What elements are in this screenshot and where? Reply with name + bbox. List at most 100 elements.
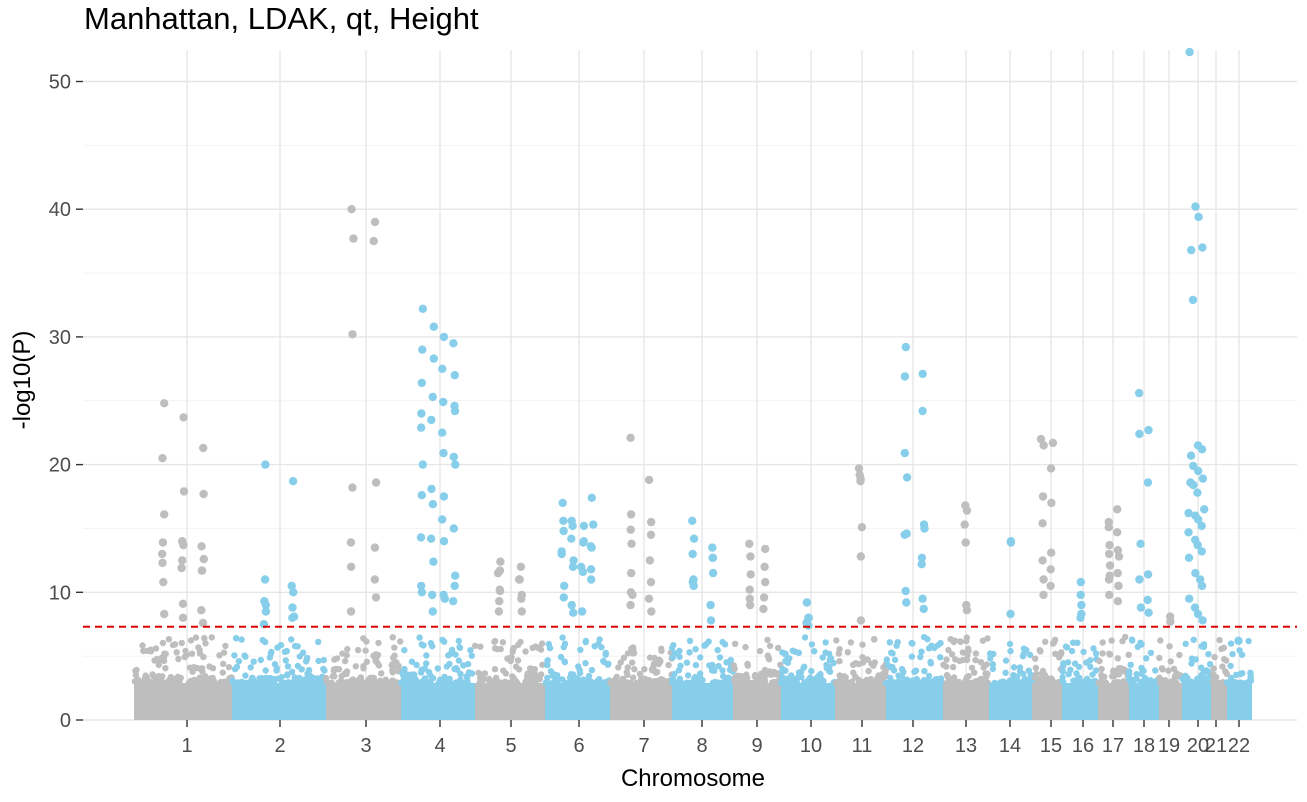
snp-point — [890, 667, 898, 674]
snp-point — [1191, 568, 1200, 578]
snp-point — [646, 530, 656, 539]
snp-point — [133, 666, 140, 674]
snp-point — [945, 646, 952, 654]
snp-point — [495, 586, 505, 596]
snp-point — [867, 679, 874, 687]
snp-point — [1039, 575, 1048, 584]
snp-point — [428, 500, 438, 509]
snp-point — [199, 668, 206, 675]
x-tick-label: 15 — [1040, 735, 1062, 757]
snp-point — [306, 671, 313, 679]
snp-point — [1070, 677, 1077, 684]
snp-point — [900, 372, 910, 381]
snp-point — [1182, 672, 1189, 679]
snp-point — [1032, 655, 1039, 662]
snp-point — [641, 666, 648, 673]
snp-point — [808, 641, 816, 648]
snp-point — [1039, 590, 1048, 600]
snp-point — [1184, 508, 1193, 518]
chromosome-11-points — [832, 464, 890, 720]
snp-point — [888, 649, 895, 656]
snp-point — [508, 654, 515, 661]
snp-point — [1113, 546, 1123, 555]
snp-point — [719, 638, 726, 646]
snp-point — [964, 652, 971, 659]
snp-point — [382, 676, 389, 683]
snp-point — [346, 562, 356, 571]
snp-point — [1187, 245, 1196, 255]
snp-point — [438, 515, 447, 524]
snp-point — [1222, 668, 1229, 675]
snp-point — [559, 526, 568, 536]
snp-point — [477, 643, 484, 650]
snp-point — [517, 638, 524, 646]
snp-point — [784, 657, 791, 664]
snp-point — [1193, 609, 1203, 619]
chromosome-4-points — [397, 304, 476, 720]
snp-point — [491, 666, 499, 673]
snp-point — [517, 607, 526, 616]
snp-point — [557, 653, 565, 661]
snp-point — [178, 556, 187, 565]
snp-point — [1089, 678, 1096, 686]
snp-point — [1062, 643, 1070, 650]
snp-point — [647, 607, 656, 616]
snp-point — [418, 345, 427, 354]
snp-point — [538, 640, 546, 647]
snp-point — [567, 516, 576, 525]
snp-point — [179, 413, 188, 422]
snp-point — [1184, 528, 1193, 537]
snp-point — [567, 600, 576, 610]
snp-cloud — [1211, 682, 1227, 720]
snp-point — [1040, 676, 1047, 684]
y-tick-label: 30 — [49, 327, 71, 349]
snp-point — [1176, 651, 1183, 659]
snp-point — [1143, 570, 1153, 579]
snp-point — [298, 666, 305, 673]
snp-point — [1200, 505, 1209, 514]
snp-point — [257, 656, 264, 664]
snp-point — [663, 678, 671, 685]
snp-point — [802, 598, 812, 607]
snp-point — [1007, 677, 1014, 684]
snp-point — [856, 552, 865, 561]
snp-point — [1167, 658, 1174, 665]
snp-point — [665, 661, 672, 669]
snp-point — [403, 671, 411, 678]
snp-point — [1185, 47, 1194, 57]
snp-point — [231, 652, 238, 659]
snp-point — [1185, 679, 1192, 686]
snp-point — [827, 654, 835, 662]
snp-point — [1113, 597, 1123, 606]
snp-point — [178, 599, 188, 608]
snp-point — [972, 650, 980, 657]
snp-point — [271, 661, 279, 668]
snp-point — [909, 640, 916, 647]
snp-point — [859, 641, 866, 648]
snp-point — [1238, 651, 1246, 658]
snp-point — [559, 593, 568, 602]
x-tick-label: 19 — [1158, 735, 1180, 757]
snp-point — [1114, 581, 1123, 591]
snp-point — [140, 647, 147, 655]
snp-point — [1229, 650, 1236, 658]
snp-point — [709, 661, 716, 669]
snp-point — [1133, 671, 1140, 678]
snp-point — [408, 658, 416, 665]
snp-point — [493, 674, 500, 681]
snp-point — [591, 643, 598, 650]
snp-point — [235, 679, 242, 687]
snp-point — [1098, 665, 1105, 673]
snp-point — [449, 339, 458, 348]
snp-point — [1197, 581, 1207, 591]
snp-point — [150, 679, 157, 687]
snp-point — [1076, 674, 1083, 681]
snp-point — [298, 679, 305, 687]
snp-point — [925, 672, 933, 680]
snp-point — [235, 658, 243, 665]
snp-point — [1136, 539, 1145, 548]
snp-point — [1198, 474, 1208, 483]
snp-point — [937, 675, 945, 682]
snp-point — [761, 666, 769, 674]
snp-point — [782, 650, 789, 657]
